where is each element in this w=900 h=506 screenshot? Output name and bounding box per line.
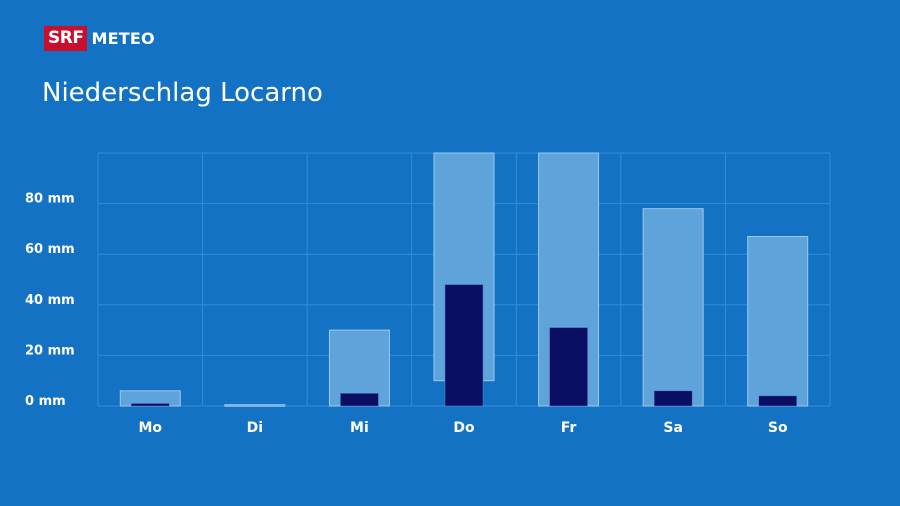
- meteo-label: METEO: [91, 29, 155, 48]
- x-tick-label: Fr: [561, 420, 577, 436]
- value-bar-sa: [653, 390, 693, 407]
- value-bar-mo: [131, 403, 170, 407]
- value-bars: [131, 284, 797, 407]
- x-tick-label: Do: [453, 420, 475, 436]
- x-tick-label: Mi: [350, 420, 369, 436]
- y-tick-label: 60 mm: [25, 242, 75, 257]
- value-bar-fr: [549, 327, 588, 407]
- x-tick-label: Di: [247, 420, 263, 436]
- x-tick-label: So: [768, 420, 788, 436]
- value-bar-mi: [340, 393, 379, 407]
- range-bar-sa: [642, 208, 704, 407]
- y-tick-label: 0 mm: [25, 394, 66, 409]
- value-bar-so: [758, 395, 797, 407]
- x-tick-label: Mo: [139, 420, 163, 436]
- chart-title: Niederschlag Locarno: [42, 78, 323, 108]
- range-bar-so: [747, 235, 809, 407]
- srf-meteo-logo: SRF METEO: [44, 26, 155, 51]
- srf-logo-mark: SRF: [44, 26, 88, 51]
- x-tick-label: Sa: [663, 420, 683, 436]
- y-axis-labels: 0 mm 20 mm 40 mm 60 mm 80 mm: [25, 192, 75, 409]
- y-tick-label: 80 mm: [25, 192, 75, 207]
- y-tick-label: 40 mm: [25, 293, 75, 308]
- value-bar-do: [444, 284, 484, 407]
- range-bar-di: [224, 404, 286, 407]
- range-bars: [119, 152, 809, 407]
- x-axis-labels: Mo Di Mi Do Fr Sa So: [139, 420, 788, 436]
- y-tick-label: 20 mm: [25, 343, 75, 358]
